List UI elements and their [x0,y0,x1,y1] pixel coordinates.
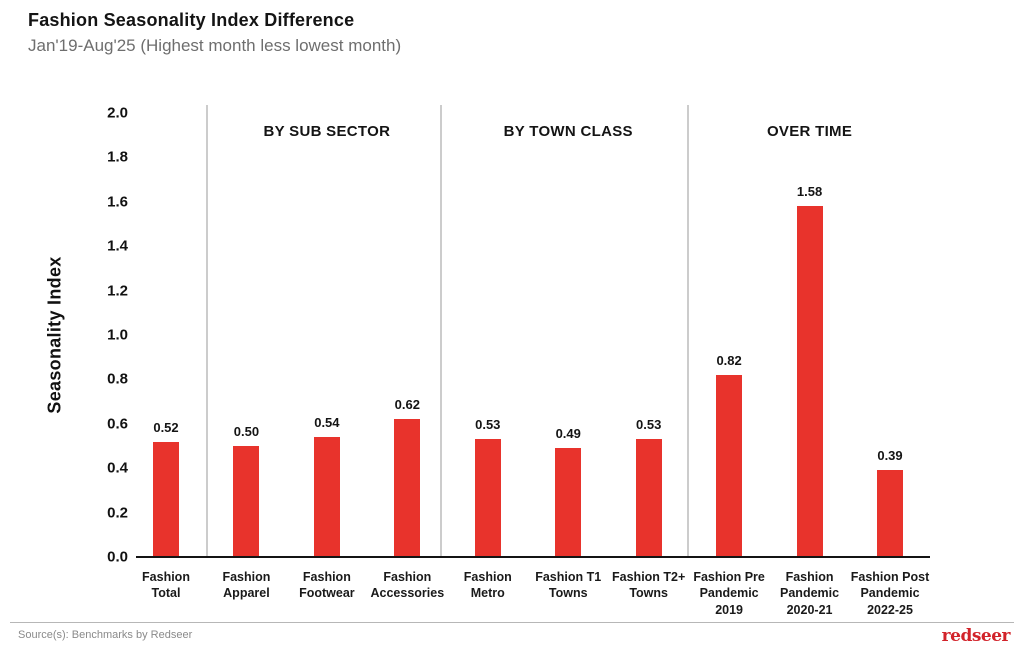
x-axis-category-label: Fashion Metro [463,570,512,601]
bar-value-label: 0.53 [636,417,662,433]
bar [555,448,582,557]
bar-value-label: 1.58 [796,184,823,200]
bar-value-label: 0.53 [475,417,501,433]
redseer-logo: redseer [941,626,1011,646]
y-axis-tick-label: 1.2 [107,282,128,300]
source-note: Source(s): Benchmarks by Redseer [18,629,193,641]
x-axis-category-label: Fashion Pandemic 2020-21 [780,570,840,617]
x-axis-line [136,556,930,558]
bar [635,439,662,557]
bar-value-label: 0.62 [394,397,420,413]
bar [313,437,340,557]
section-heading: BY SUB SECTOR [263,123,391,140]
bar-value-label: 0.82 [716,352,742,368]
bar [716,374,743,557]
bar [153,441,179,557]
y-axis-tick-label: 0.2 [107,504,128,522]
y-axis-label: Seasonality Index [44,256,65,414]
bar-value-label: 0.52 [153,419,179,435]
bar [233,446,260,557]
page-title: Fashion Seasonality Index Difference [28,10,355,30]
y-axis-tick-label: 1.4 [107,237,128,255]
x-axis-category-label: Fashion Total [142,570,190,601]
bar-value-label: 0.49 [555,426,581,442]
y-axis-tick-label: 0.8 [107,370,128,388]
x-axis-category-label: Fashion T2+ Towns [612,570,686,601]
bar [796,206,823,557]
bar-value-label: 0.39 [877,448,903,464]
y-axis-tick-label: 1.8 [107,148,128,166]
y-axis-tick-label: 0.4 [107,459,128,477]
bar [877,470,903,557]
footer-divider [10,622,1014,623]
y-axis-tick-label: 0.6 [107,415,128,433]
section-heading: BY TOWN CLASS [503,123,633,140]
bar-value-label: 0.54 [314,415,340,431]
section-divider [687,105,689,557]
y-axis-tick-label: 0.0 [107,548,128,566]
y-axis-tick-label: 1.0 [107,326,128,344]
y-axis-tick-label: 1.6 [107,193,128,211]
x-axis-category-label: Fashion Footwear [299,570,355,601]
y-axis-tick-label: 2.0 [107,104,128,122]
x-axis-category-label: Fashion T1 Towns [535,570,602,601]
bar-value-label: 0.50 [233,424,260,439]
bar [474,439,501,557]
section-divider [206,105,208,557]
section-divider [440,105,442,557]
x-axis-category-label: Fashion Post Pandemic 2022-25 [850,570,930,617]
section-heading: OVER TIME [766,123,853,140]
x-axis-category-label: Fashion Accessories [370,570,445,601]
page-subtitle: Jan'19-Aug'25 (Highest month less lowest… [28,36,402,55]
x-axis-category-label: Fashion Pre Pandemic 2019 [693,570,765,617]
bar [394,419,421,557]
x-axis-category-label: Fashion Apparel [222,570,271,601]
